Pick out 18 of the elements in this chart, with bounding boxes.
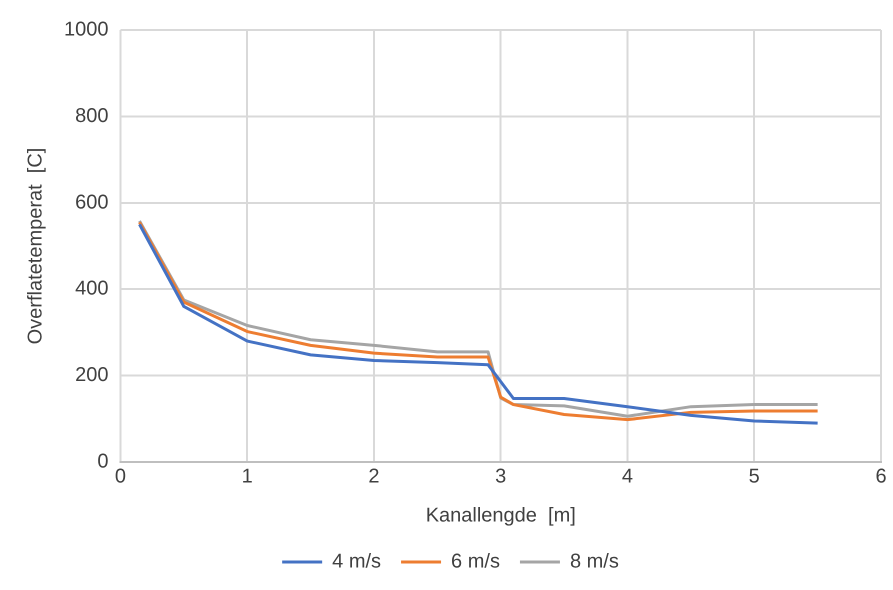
y-tick-label: 200 (75, 364, 108, 386)
y-tick-label: 400 (75, 278, 108, 300)
x-tick-label: 4 (622, 466, 634, 488)
x-tick-label: 0 (114, 466, 126, 488)
x-tick-label: 3 (495, 466, 506, 488)
y-tick-label: 0 (97, 450, 108, 473)
x-tick-label: 1 (242, 466, 253, 488)
y-tick-label: 1000 (64, 18, 108, 41)
x-tick-label: 6 (875, 466, 887, 488)
y-axis-title: Overflatetemperat [C] (24, 148, 47, 344)
legend-label: 8 m/s (570, 550, 619, 573)
x-tick-label: 2 (368, 466, 380, 488)
legend-label: 4 m/s (332, 550, 382, 573)
legend-label: 6 m/s (451, 550, 500, 573)
y-tick-label: 800 (75, 104, 108, 127)
y-tick-label: 600 (75, 191, 108, 214)
x-axis-title: Kanallengde [m] (426, 504, 576, 527)
x-tick-label: 5 (748, 466, 760, 488)
